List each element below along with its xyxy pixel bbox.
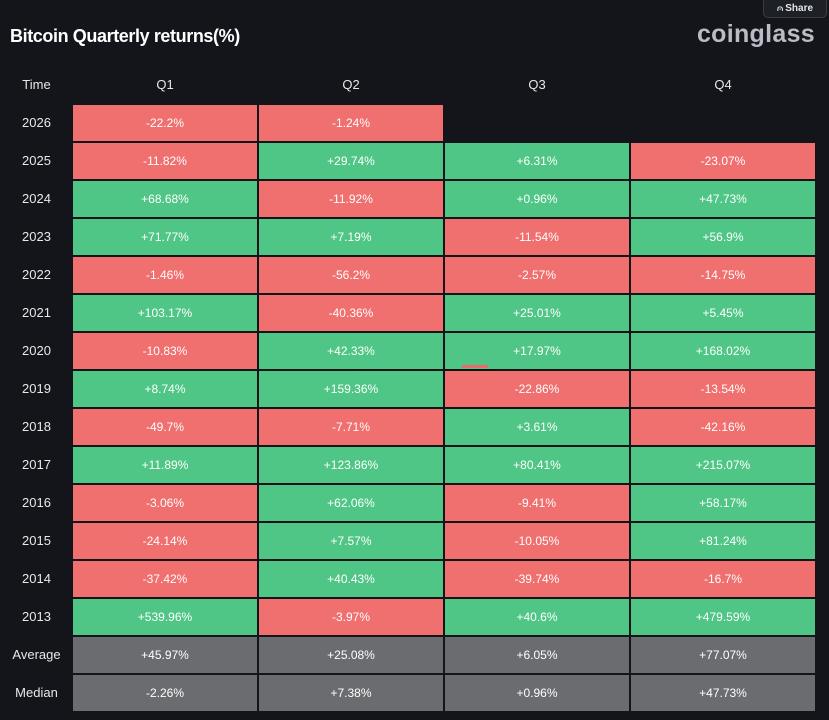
return-cell: +80.41% <box>445 447 629 483</box>
return-cell: +68.68% <box>73 181 257 217</box>
row-label: 2023 <box>22 229 51 244</box>
row-label: 2022 <box>22 267 51 282</box>
return-cell: +71.77% <box>73 219 257 255</box>
overlay-line <box>355 369 495 371</box>
chart-title: Bitcoin Quarterly returns(%) <box>10 26 240 46</box>
return-cell: -40.36% <box>259 295 443 331</box>
return-cell: -11.54% <box>445 219 629 255</box>
stat-cell: +7.38% <box>259 675 443 711</box>
return-cell: -3.06% <box>73 485 257 521</box>
return-cell: +58.17% <box>631 485 815 521</box>
header-q2: Q2 <box>342 77 360 92</box>
return-cell: +0.96% <box>445 181 629 217</box>
return-cell: -16.7% <box>631 561 815 597</box>
return-cell: +7.57% <box>259 523 443 559</box>
return-cell: -13.54% <box>631 371 815 407</box>
row-label: 2019 <box>22 381 51 396</box>
return-cell: -39.74% <box>445 561 629 597</box>
return-cell: +40.6% <box>445 599 629 635</box>
return-cell: +539.96% <box>73 599 257 635</box>
return-cell: +159.36% <box>259 371 443 407</box>
row-label: 2015 <box>22 533 51 548</box>
return-cell: +81.24% <box>631 523 815 559</box>
return-cell: -9.41% <box>445 485 629 521</box>
return-cell: -22.86% <box>445 371 629 407</box>
row-label: 2021 <box>22 305 51 320</box>
return-cell: -11.92% <box>259 181 443 217</box>
return-cell: +3.61% <box>445 409 629 445</box>
return-cell: +42.33% <box>259 333 443 369</box>
return-cell: -1.24% <box>259 105 443 141</box>
row-label: 2013 <box>22 609 51 624</box>
share-button[interactable]: ⩀ Share <box>763 0 827 18</box>
return-cell: -7.71% <box>259 409 443 445</box>
return-cell: +62.06% <box>259 485 443 521</box>
stat-cell: +25.08% <box>259 637 443 673</box>
return-cell: +103.17% <box>73 295 257 331</box>
return-cell: -42.16% <box>631 409 815 445</box>
row-label: Average <box>12 647 61 662</box>
return-cell: -2.57% <box>445 257 629 293</box>
return-cell: +5.45% <box>631 295 815 331</box>
row-label: 2025 <box>22 153 51 168</box>
return-cell: -23.07% <box>631 143 815 179</box>
row-label: 2017 <box>22 457 51 472</box>
return-cell: +25.01% <box>445 295 629 331</box>
return-cell: -1.46% <box>73 257 257 293</box>
return-cell: +215.07% <box>631 447 815 483</box>
return-cell: -22.2% <box>73 105 257 141</box>
header-q4: Q4 <box>714 77 732 92</box>
overlay-mark <box>462 365 488 368</box>
brand-logo: coinglass <box>696 20 815 48</box>
row-label: 2018 <box>22 419 51 434</box>
return-cell: +123.86% <box>259 447 443 483</box>
stat-cell: +6.05% <box>445 637 629 673</box>
return-cell: +8.74% <box>73 371 257 407</box>
stat-cell: +47.73% <box>631 675 815 711</box>
header-time: Time <box>22 77 51 92</box>
row-label: 2024 <box>22 191 51 206</box>
stat-cell: +0.96% <box>445 675 629 711</box>
row-label: 2026 <box>22 115 51 130</box>
stat-cell: -2.26% <box>73 675 257 711</box>
header-q1: Q1 <box>156 77 174 92</box>
return-cell: -10.83% <box>73 333 257 369</box>
return-cell: -49.7% <box>73 409 257 445</box>
row-label: 2020 <box>22 343 51 358</box>
row-label: 2014 <box>22 571 51 586</box>
return-cell: +56.9% <box>631 219 815 255</box>
return-cell: +7.19% <box>259 219 443 255</box>
return-cell: -56.2% <box>259 257 443 293</box>
return-cell: +168.02% <box>631 333 815 369</box>
return-cell: -37.42% <box>73 561 257 597</box>
table-header: Time Q1 Q2 Q3 Q4 <box>0 74 829 96</box>
return-cell: -14.75% <box>631 257 815 293</box>
share-label: Share <box>785 3 814 14</box>
return-cell: -11.82% <box>73 143 257 179</box>
return-cell: +47.73% <box>631 181 815 217</box>
return-cell: +479.59% <box>631 599 815 635</box>
return-cell: +29.74% <box>259 143 443 179</box>
return-cell: +11.89% <box>73 447 257 483</box>
return-cell: +6.31% <box>445 143 629 179</box>
return-cell: -10.05% <box>445 523 629 559</box>
return-cell: -24.14% <box>73 523 257 559</box>
stat-cell: +45.97% <box>73 637 257 673</box>
row-label: 2016 <box>22 495 51 510</box>
return-cell: -3.97% <box>259 599 443 635</box>
header-q3: Q3 <box>528 77 546 92</box>
share-icon: ⩀ <box>776 3 784 13</box>
row-label: Median <box>15 685 58 700</box>
stat-cell: +77.07% <box>631 637 815 673</box>
return-cell: +40.43% <box>259 561 443 597</box>
return-cell: +17.97% <box>445 333 629 369</box>
